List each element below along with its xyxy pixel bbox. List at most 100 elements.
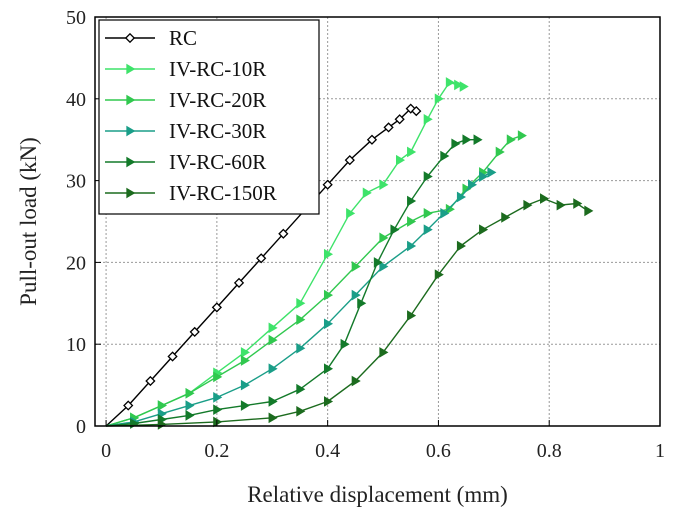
legend-box xyxy=(98,19,320,215)
legend-swatch-marker xyxy=(124,32,136,44)
data-point-iv-rc-60r xyxy=(451,138,461,150)
data-point-rc xyxy=(344,155,355,166)
data-point-iv-rc-10r xyxy=(434,93,444,105)
y-tick-label: 20 xyxy=(66,252,86,274)
legend: RC IV-RC-10R IV-RC-20R IV-RC-30R IV-RC-60R IV… xyxy=(98,19,320,215)
data-point-iv-rc-150r xyxy=(479,224,489,236)
data-point-rc xyxy=(405,103,416,114)
data-point-iv-rc-30r xyxy=(456,191,466,203)
data-point-rc xyxy=(394,114,405,125)
data-point-iv-rc-150r xyxy=(523,199,533,211)
data-point-iv-rc-60r xyxy=(423,171,433,182)
data-point-iv-rc-60r xyxy=(213,404,223,415)
data-point-iv-rc-150r xyxy=(323,396,334,407)
data-point-iv-rc-150r xyxy=(456,240,466,252)
data-point-iv-rc-60r xyxy=(340,338,350,350)
data-point-iv-rc-30r xyxy=(268,363,278,375)
data-point-iv-rc-10r xyxy=(395,154,406,166)
data-point-iv-rc-150r xyxy=(157,419,167,430)
plot-frame xyxy=(94,16,661,427)
data-point-iv-rc-60r xyxy=(440,150,450,162)
data-point-iv-rc-30r xyxy=(487,167,497,178)
legend-swatch-marker xyxy=(126,156,136,168)
series-iv-rc-150r xyxy=(106,193,594,430)
data-point-iv-rc-60r xyxy=(462,134,472,146)
data-point-iv-rc-10r xyxy=(268,322,278,334)
data-point-iv-rc-20r xyxy=(423,207,433,219)
y-tick-label: 0 xyxy=(76,416,86,438)
data-point-iv-rc-60r xyxy=(373,257,383,268)
legend-label: IV-RC-10R xyxy=(169,57,266,81)
legend-swatch-marker xyxy=(126,125,136,137)
series-rc xyxy=(105,103,422,427)
data-point-iv-rc-150r xyxy=(407,310,417,321)
legend-swatch-marker xyxy=(126,63,136,75)
data-point-iv-rc-10r xyxy=(445,77,455,88)
data-point-iv-rc-30r xyxy=(323,318,334,330)
data-point-iv-rc-20r xyxy=(351,261,361,272)
x-axis-title: Relative displacement (mm) xyxy=(247,482,508,507)
data-point-iv-rc-30r xyxy=(423,224,433,236)
data-point-iv-rc-150r xyxy=(540,193,550,204)
legend-label: RC xyxy=(169,26,197,50)
data-point-iv-rc-30r xyxy=(468,179,478,191)
data-point-rc xyxy=(322,179,333,190)
data-point-iv-rc-30r xyxy=(213,392,223,403)
data-point-iv-rc-60r xyxy=(185,410,195,421)
data-point-rc xyxy=(383,122,394,133)
data-point-iv-rc-10r xyxy=(459,81,469,92)
y-tick-label: 10 xyxy=(66,334,86,356)
data-point-iv-rc-20r xyxy=(213,371,223,383)
data-point-iv-rc-20r xyxy=(185,387,195,399)
data-point-iv-rc-150r xyxy=(296,405,306,417)
data-point-iv-rc-20r xyxy=(462,183,472,195)
data-point-iv-rc-60r xyxy=(323,363,334,375)
data-point-iv-rc-30r xyxy=(479,171,489,182)
data-point-iv-rc-30r xyxy=(379,261,389,272)
data-point-iv-rc-30r xyxy=(351,289,361,301)
data-point-iv-rc-10r xyxy=(323,248,334,260)
x-tick-label: 1 xyxy=(655,440,665,462)
data-point-iv-rc-150r xyxy=(213,416,223,428)
data-point-iv-rc-10r xyxy=(379,179,389,191)
y-tick-label: 50 xyxy=(66,7,86,29)
legend-swatch-marker xyxy=(126,94,136,106)
y-axis-title: Pull-out load (kN) xyxy=(16,137,41,306)
data-point-iv-rc-60r xyxy=(473,134,483,146)
x-tick-label: 0.6 xyxy=(426,440,451,462)
data-point-iv-rc-20r xyxy=(268,334,278,346)
data-point-iv-rc-150r xyxy=(268,412,278,424)
data-point-iv-rc-10r xyxy=(454,79,464,91)
data-point-iv-rc-30r xyxy=(296,342,306,354)
data-point-iv-rc-60r xyxy=(390,224,400,236)
data-point-rc xyxy=(278,228,289,239)
data-point-iv-rc-30r xyxy=(240,379,250,391)
series-iv-rc-20r xyxy=(105,130,527,427)
data-point-iv-rc-20r xyxy=(407,216,417,227)
data-point-rc xyxy=(411,105,422,117)
data-point-iv-rc-150r xyxy=(556,199,566,211)
legend-swatch-marker xyxy=(126,187,136,199)
data-point-iv-rc-150r xyxy=(573,198,583,209)
legend-label: IV-RC-30R xyxy=(169,119,266,143)
data-point-iv-rc-150r xyxy=(584,205,594,217)
data-point-iv-rc-10r xyxy=(296,297,306,309)
data-point-rc xyxy=(145,375,156,387)
data-point-iv-rc-20r xyxy=(296,314,306,325)
legend-label: IV-RC-150R xyxy=(169,181,277,205)
data-point-iv-rc-150r xyxy=(501,212,511,223)
data-point-rc xyxy=(256,253,267,264)
data-point-rc xyxy=(189,326,200,338)
data-point-rc xyxy=(167,351,178,362)
y-tick-label: 40 xyxy=(66,89,86,111)
legend-label: IV-RC-60R xyxy=(169,150,266,174)
data-point-iv-rc-60r xyxy=(240,400,250,411)
data-point-rc xyxy=(211,302,222,313)
data-point-iv-rc-20r xyxy=(379,232,389,244)
data-point-rc xyxy=(123,400,134,411)
x-tick-label: 0 xyxy=(101,440,111,462)
x-tick-label: 0.8 xyxy=(537,440,562,462)
data-point-iv-rc-150r xyxy=(351,375,361,387)
data-point-iv-rc-20r xyxy=(157,400,167,411)
data-point-iv-rc-60r xyxy=(268,396,278,407)
